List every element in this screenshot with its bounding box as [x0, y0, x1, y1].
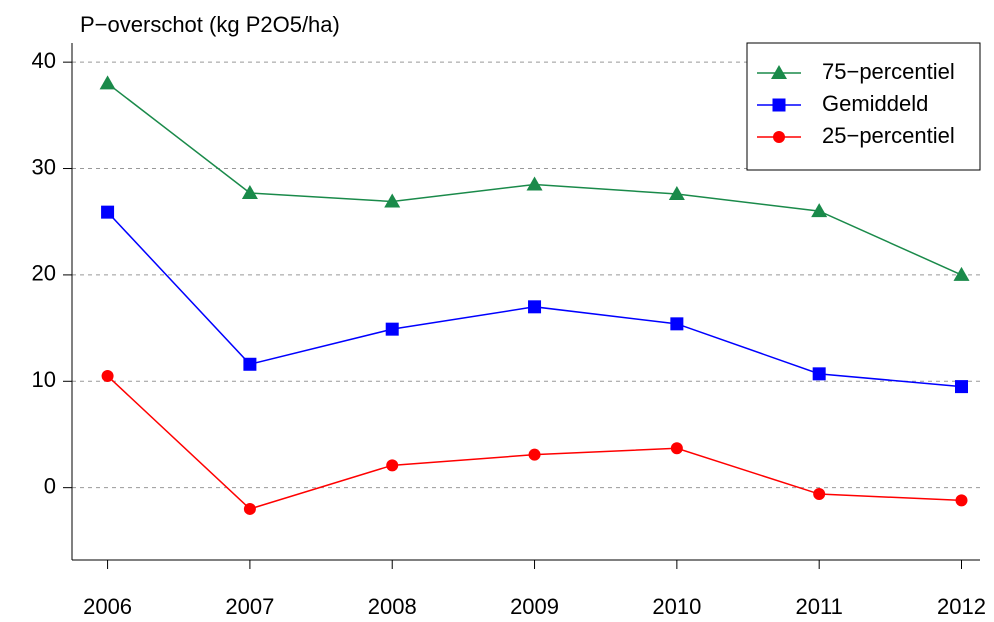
marker	[241, 184, 258, 199]
marker	[384, 193, 401, 208]
marker	[812, 367, 826, 381]
y-tick-label: 10	[32, 367, 56, 392]
marker	[771, 65, 787, 79]
series-line	[107, 211, 962, 388]
marker	[955, 494, 968, 507]
marker	[99, 75, 116, 90]
marker	[101, 205, 115, 219]
y-tick-label: 0	[44, 473, 56, 498]
marker	[101, 369, 114, 382]
marker	[386, 459, 399, 472]
marker	[668, 186, 685, 201]
x-tick-label: 2012	[937, 594, 986, 619]
y-tick-label: 20	[32, 261, 56, 286]
x-tick-label: 2009	[510, 594, 559, 619]
legend-label: 75−percentiel	[822, 59, 955, 84]
y-tick-label: 30	[32, 154, 56, 179]
y-tick-label: 40	[32, 48, 56, 73]
marker	[772, 98, 786, 112]
marker	[385, 322, 399, 336]
x-tick-label: 2011	[796, 594, 843, 619]
marker	[813, 488, 826, 501]
legend-box	[746, 42, 981, 171]
series-line	[107, 375, 962, 510]
marker	[811, 203, 828, 218]
x-tick-label: 2008	[368, 594, 417, 619]
marker	[526, 176, 543, 191]
x-tick-label: 2007	[225, 594, 274, 619]
marker	[528, 300, 542, 314]
legend-label: Gemiddeld	[822, 91, 928, 116]
marker	[954, 380, 968, 394]
marker	[953, 266, 970, 281]
legend-label: 25−percentiel	[822, 123, 955, 148]
x-tick-label: 2010	[652, 594, 701, 619]
marker	[528, 448, 541, 461]
marker	[243, 502, 256, 515]
marker	[243, 357, 257, 371]
chart-title: P−overschot (kg P2O5/ha)	[80, 12, 340, 37]
marker	[773, 131, 785, 143]
marker	[670, 442, 683, 455]
x-tick-label: 2006	[83, 594, 132, 619]
marker	[670, 317, 684, 331]
